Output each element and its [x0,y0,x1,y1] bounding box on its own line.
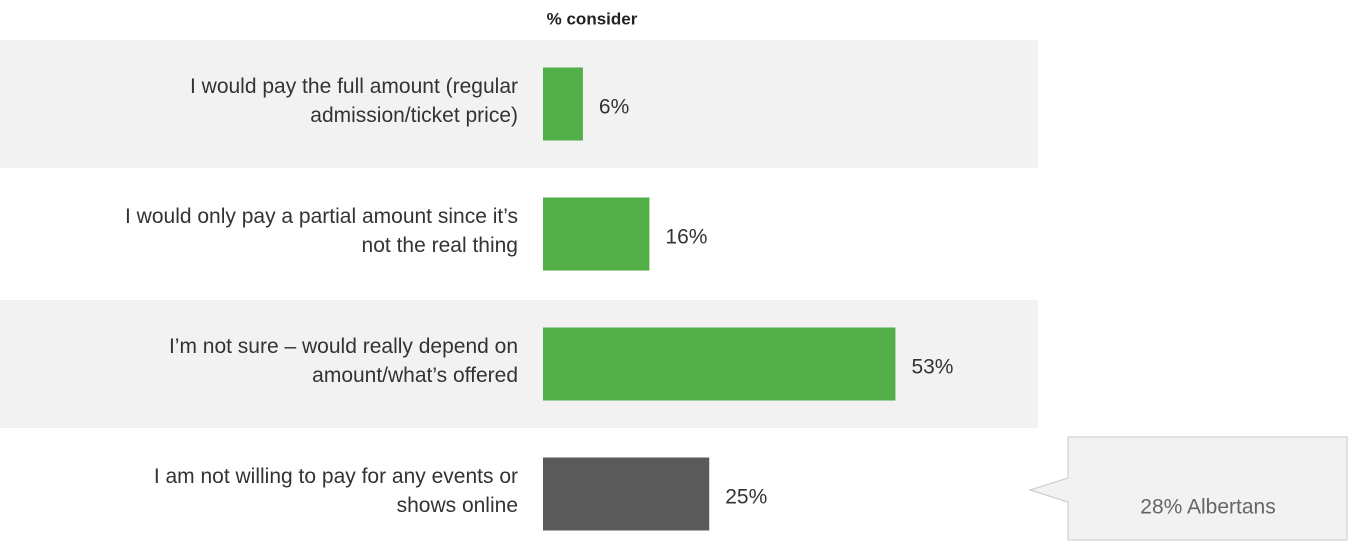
value-label: 53% [911,356,953,379]
bar [543,67,583,141]
value-label: 6% [599,96,629,119]
chart-title: % consider [547,9,638,28]
category-label: not the real thing [362,234,518,257]
bar [543,327,896,401]
row-background [0,40,1038,168]
category-label: amount/what’s offered [312,364,518,387]
value-label: 16% [665,226,707,249]
bar [543,197,650,271]
bar [543,457,710,531]
category-label: shows online [397,494,518,517]
category-label: admission/ticket price) [310,104,518,127]
category-label: I’m not sure – would really depend on [169,335,518,358]
value-label: 25% [725,486,767,509]
category-label: I would only pay a partial amount since … [125,205,518,228]
callout-box [1028,436,1348,541]
callout-text: 28% Albertans [1140,496,1275,519]
category-label: I am not willing to pay for any events o… [154,465,518,488]
category-label: I would pay the full amount (regular [190,75,518,98]
